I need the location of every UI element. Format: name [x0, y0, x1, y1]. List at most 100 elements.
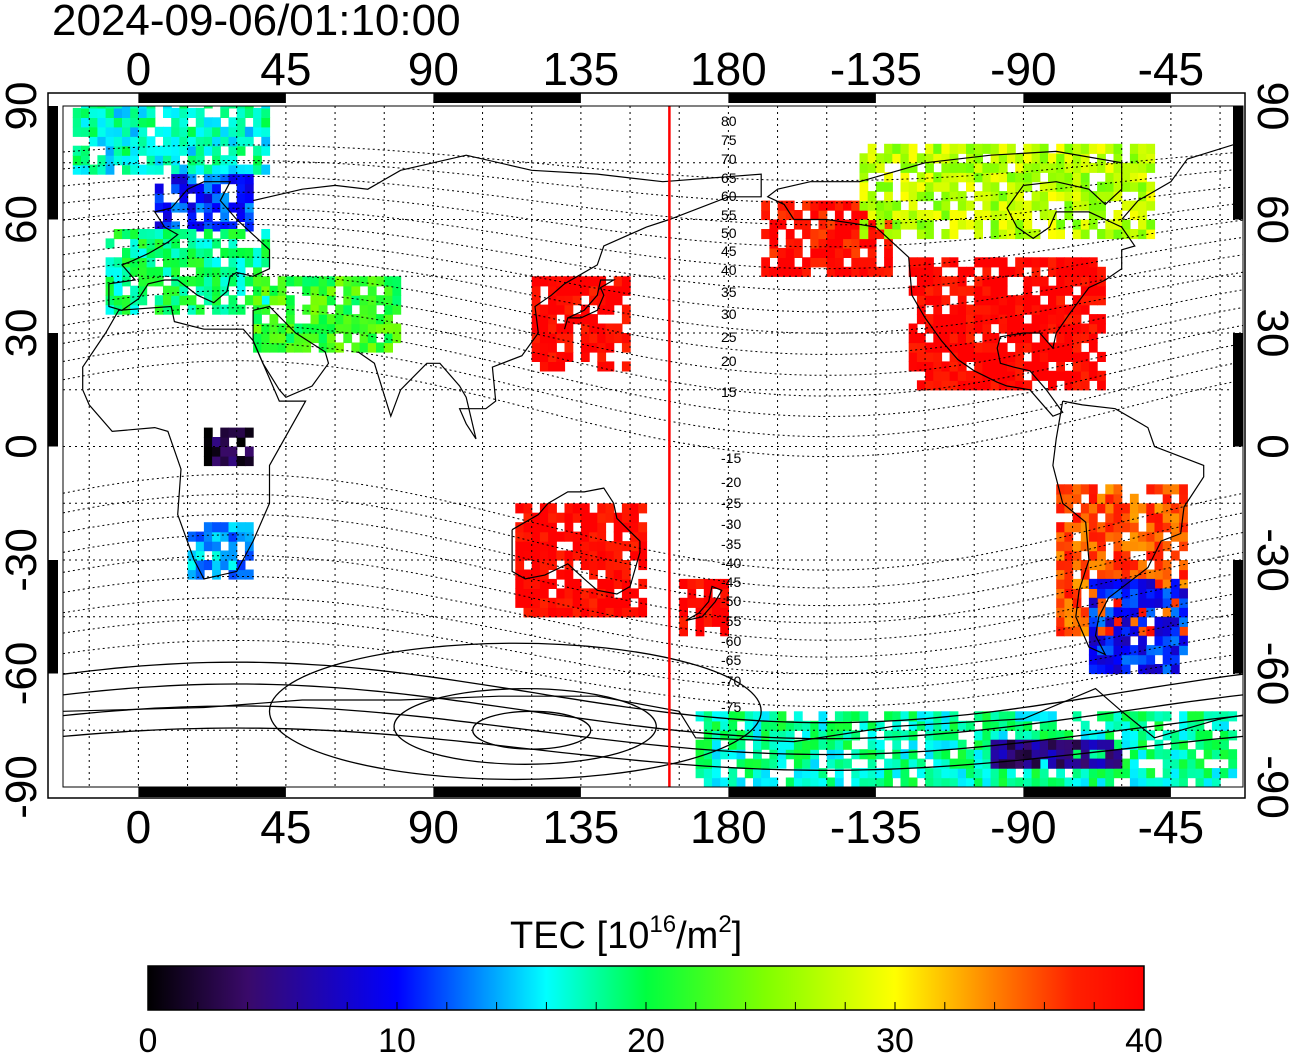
tec-cell [810, 210, 820, 221]
tec-cell [244, 174, 254, 185]
tec-cell [1220, 711, 1229, 722]
tec-cell [793, 247, 803, 258]
tec-cell [949, 758, 959, 769]
tec-cell [1056, 607, 1065, 618]
colorbar-tick-label: 10 [378, 1022, 416, 1057]
tec-cell [777, 758, 787, 769]
tec-cell [785, 777, 795, 787]
tec-cell [761, 720, 770, 731]
tec-cell [908, 323, 918, 334]
tec-cell [253, 257, 262, 268]
tec-cell [777, 730, 787, 741]
tec-cell [146, 257, 156, 268]
tec-cell [1088, 285, 1098, 296]
tec-cell [1138, 730, 1147, 741]
tec-cell [949, 323, 959, 334]
tec-cell [1179, 730, 1188, 741]
tec-cell [834, 720, 844, 731]
tec-cell [826, 758, 836, 769]
tec-cell [974, 295, 983, 306]
tec-cell [1056, 351, 1065, 362]
tec-cell [638, 607, 648, 618]
tec-cell [244, 247, 254, 258]
tec-cell [1105, 578, 1115, 589]
tec-cell [146, 276, 156, 287]
tec-cell [548, 285, 557, 296]
tec-cell [1121, 720, 1131, 731]
tec-cell [933, 304, 943, 315]
tec-cell [220, 446, 230, 457]
tec-cell [1064, 588, 1074, 599]
tec-cell [908, 342, 918, 353]
tec-cell [1170, 626, 1180, 637]
tec-cell [900, 730, 910, 741]
tec-cell [146, 238, 156, 249]
tec-cell [949, 333, 959, 344]
tec-cell [1113, 758, 1123, 769]
tec-cell [1129, 172, 1139, 183]
tec-cell [515, 550, 525, 561]
tec-cell [113, 229, 123, 240]
tec-cell [539, 541, 549, 552]
tec-cell [1080, 531, 1090, 542]
tec-cell [523, 578, 533, 589]
tec-cell [1105, 749, 1115, 760]
tec-cell [630, 541, 639, 552]
tec-cell [1179, 588, 1188, 599]
tec-cell [1121, 200, 1131, 211]
tec-cell [1121, 664, 1131, 675]
tec-cell [1007, 266, 1016, 277]
tec-cell [933, 153, 943, 164]
tec-cell [244, 106, 254, 109]
tec-cell [244, 550, 254, 561]
tec-cell [1097, 626, 1106, 637]
tec-cell [1023, 380, 1033, 391]
contour-label: -45 [721, 574, 741, 590]
contour-line [63, 727, 1243, 771]
tec-cell [236, 531, 246, 542]
tec-cell [548, 304, 557, 315]
tec-cell [81, 107, 90, 118]
tec-cell [900, 143, 910, 154]
tec-cell [990, 370, 1000, 381]
tec-cell [163, 106, 172, 109]
tec-data-layer [72, 106, 1238, 787]
tec-cell [1113, 181, 1123, 192]
tec-cell [203, 164, 213, 175]
tec-cell [761, 768, 770, 779]
tec-cell [597, 512, 607, 523]
tec-cell [908, 711, 918, 722]
tec-cell [597, 597, 607, 608]
tec-cell [1121, 730, 1131, 741]
tec-cell [1121, 512, 1131, 523]
tec-cell [925, 768, 934, 779]
tec-cell [933, 323, 943, 334]
tec-cell [1056, 739, 1065, 750]
tec-cell [744, 720, 754, 731]
tec-cell [1113, 191, 1123, 202]
tec-cell [1121, 739, 1131, 750]
tec-cell [1015, 257, 1024, 268]
tec-cell [1039, 768, 1049, 779]
y-tick-label-left: 90 [0, 82, 46, 131]
tec-cell [539, 569, 549, 580]
tec-cell [244, 456, 254, 467]
contour-line [63, 360, 1243, 458]
tec-cell [138, 126, 148, 137]
tec-cell [89, 126, 98, 137]
tec-cell [261, 238, 271, 249]
tec-cell [580, 276, 590, 287]
tec-cell [933, 720, 943, 731]
tec-cell [236, 202, 246, 213]
tec-cell [179, 106, 189, 109]
tec-cell [941, 153, 951, 164]
tec-cell [1113, 739, 1123, 750]
tec-cell [1113, 607, 1123, 618]
tec-cell [1162, 645, 1172, 656]
tec-cell [261, 136, 271, 147]
tec-cell [1015, 181, 1024, 192]
tec-cell [966, 333, 975, 344]
tec-cell [900, 758, 910, 769]
tec-cell [1088, 560, 1098, 571]
tec-cell [187, 221, 197, 232]
